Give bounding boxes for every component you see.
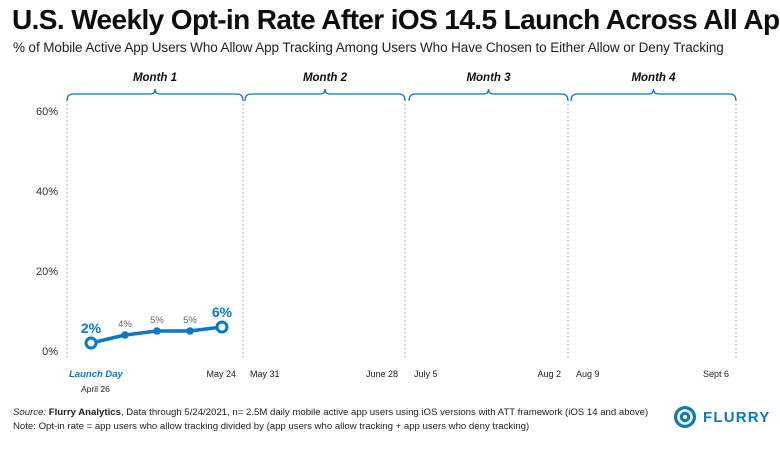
- source-line: Source: Flurry Analytics, Data through 5…: [13, 406, 648, 420]
- month-brace: [66, 88, 244, 102]
- flurry-logo: FLURRY: [672, 405, 770, 429]
- note-line: Note: Opt-in rate = app users who allow …: [13, 421, 530, 432]
- data-label: 5%: [150, 315, 164, 326]
- y-tick-label: 20%: [36, 266, 58, 278]
- x-label-start: Aug 9: [576, 369, 600, 379]
- x-label-end: Sept 6: [703, 369, 729, 379]
- y-tick-label: 60%: [36, 106, 58, 118]
- data-label: 5%: [183, 315, 197, 326]
- source-name: Flurry Analytics: [48, 407, 121, 418]
- chart-title: U.S. Weekly Opt-in Rate After iOS 14.5 L…: [12, 4, 780, 35]
- source-label: Source:: [13, 407, 47, 418]
- data-point: [215, 320, 229, 334]
- source-text: , Data through 5/24/2021, n= 2.5M daily …: [120, 407, 649, 418]
- flurry-logo-text: FLURRY: [703, 408, 771, 426]
- data-point: [84, 336, 98, 350]
- x-label-end: Aug 2: [537, 369, 561, 379]
- month-brace: [244, 88, 406, 102]
- data-label: 2%: [81, 320, 102, 336]
- month-label: Month 4: [631, 72, 676, 84]
- data-point: [153, 327, 161, 335]
- y-tick-label: 0%: [42, 346, 58, 358]
- x-label-launch-date: April 26: [81, 384, 110, 394]
- data-label: 6%: [212, 304, 233, 320]
- chart-subtitle: % of Mobile Active App Users Who Allow A…: [13, 40, 724, 55]
- y-tick-label: 40%: [36, 186, 58, 198]
- data-label: 4%: [118, 319, 132, 330]
- x-label-start: May 31: [250, 369, 280, 379]
- data-point: [121, 331, 129, 339]
- data-point: [186, 327, 194, 335]
- chart-footer: Source: Flurry Analytics, Data through 5…: [13, 406, 648, 434]
- month-brace: [408, 88, 569, 102]
- x-label-end: June 28: [366, 369, 398, 379]
- x-label-end: May 24: [206, 369, 236, 379]
- month-label: Month 3: [466, 72, 511, 84]
- month-brace: [570, 88, 737, 102]
- x-label-start: July 5: [414, 369, 438, 379]
- flurry-logo-icon: [674, 406, 696, 428]
- opt-in-rate-chart: 0% 20% 40% 60% Month 1 Launch Day April 26 May …: [36, 72, 737, 394]
- month-label: Month 2: [303, 72, 348, 84]
- month-label: Month 1: [133, 72, 177, 84]
- x-label-launch-day: Launch Day: [69, 369, 124, 380]
